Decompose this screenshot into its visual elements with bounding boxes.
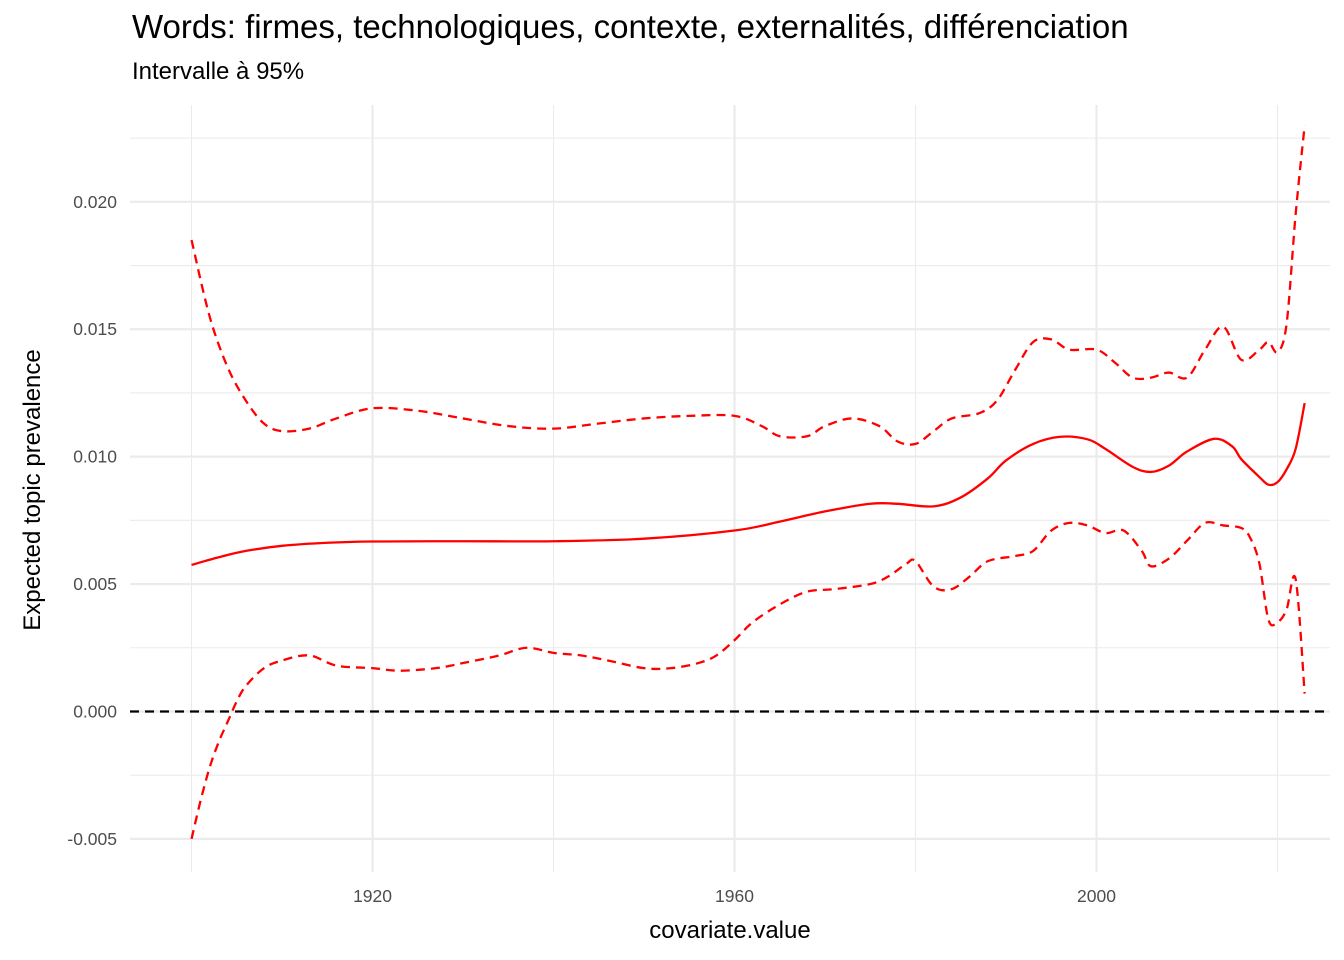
chart-title: Words: firmes, technologiques, contexte,… bbox=[132, 8, 1129, 45]
y-axis-title: Expected topic prevalence bbox=[19, 349, 46, 631]
y-tick-label: 0.020 bbox=[73, 192, 117, 212]
lower-ci-line bbox=[190, 520, 1306, 840]
y-tick-label: 0.000 bbox=[73, 701, 117, 721]
y-tick-label: 0.010 bbox=[73, 447, 117, 467]
y-tick-label: -0.005 bbox=[67, 829, 117, 849]
y-tick-label: 0.015 bbox=[73, 319, 117, 339]
chart-subtitle: Intervalle à 95% bbox=[132, 58, 305, 85]
x-axis-title: covariate.value bbox=[649, 917, 810, 944]
x-axis-ticks: 1920 1960 2000 bbox=[353, 886, 1116, 906]
x-tick-label: 1960 bbox=[715, 886, 754, 906]
grid-lines bbox=[130, 105, 1330, 872]
series-lines bbox=[190, 125, 1306, 840]
x-tick-label: 1920 bbox=[353, 886, 392, 906]
upper-ci-line bbox=[190, 125, 1306, 446]
y-tick-label: 0.005 bbox=[73, 574, 117, 594]
y-axis-ticks: -0.005 0.000 0.005 0.010 0.015 0.020 bbox=[67, 192, 117, 849]
estimate-line bbox=[191, 402, 1306, 567]
x-tick-label: 2000 bbox=[1077, 886, 1116, 906]
